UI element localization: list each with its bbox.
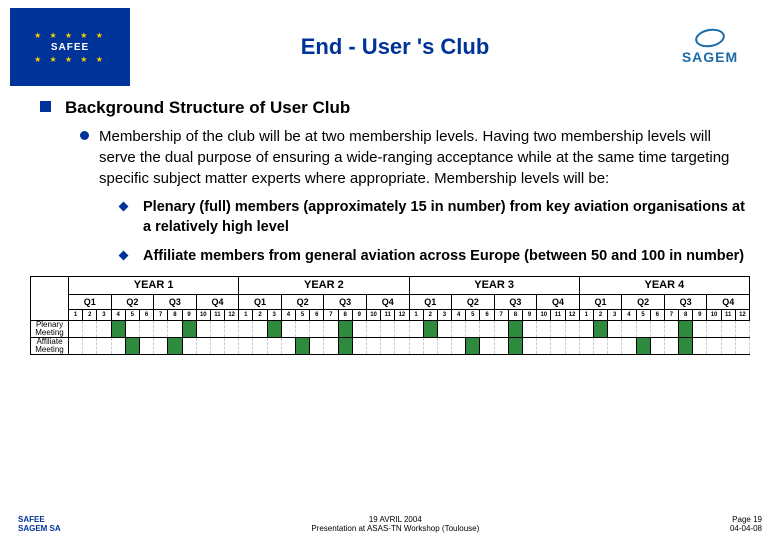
footer-left: SAFEE SAGEM SA <box>18 516 61 534</box>
footer-left-b: SAGEM SA <box>18 525 61 534</box>
sub-bullet-b-text: Affiliate members from general aviation … <box>143 246 744 266</box>
circle-bullet-icon <box>80 131 89 140</box>
sagem-logo: SAGEM <box>660 22 760 72</box>
logo-right-text: SAGEM <box>682 49 738 65</box>
gantt-chart: YEAR 1YEAR 2YEAR 3YEAR 4 Q1Q2Q3Q4Q1Q2Q3Q… <box>30 276 750 355</box>
ring-icon <box>694 27 727 50</box>
footer-center: 19 AVRIL 2004 Presentation at ASAS-TN Wo… <box>311 516 479 534</box>
footer: SAFEE SAGEM SA 19 AVRIL 2004 Presentatio… <box>0 516 780 534</box>
square-bullet-icon <box>40 101 51 112</box>
footer-center-b: Presentation at ASAS-TN Workshop (Toulou… <box>311 525 479 534</box>
body-text: Membership of the club will be at two me… <box>80 126 750 189</box>
footer-right-b: 04-04-08 <box>730 525 762 534</box>
month-row: 1234567891011121234567891011121234567891… <box>31 309 750 320</box>
year-row: YEAR 1YEAR 2YEAR 3YEAR 4 <box>31 276 750 294</box>
logo-left-text: SAFEE <box>51 42 89 53</box>
heading-2-text: Background Structure of User Club <box>65 98 350 118</box>
eu-safee-logo: ★ ★ ★ ★ ★ SAFEE ★ ★ ★ ★ ★ <box>10 8 130 86</box>
content: Background Structure of User Club Member… <box>0 98 780 266</box>
affiliate-row: AffiliateMeeting <box>31 337 750 354</box>
sub-bullet-b: Affiliate members from general aviation … <box>120 246 750 266</box>
sub-bullet-a-text: Plenary (full) members (approximately 15… <box>143 197 750 238</box>
body-text-content: Membership of the club will be at two me… <box>99 126 750 189</box>
slide-title: End - User 's Club <box>130 34 660 60</box>
diamond-bullet-icon <box>119 250 129 260</box>
quarter-row: Q1Q2Q3Q4Q1Q2Q3Q4Q1Q2Q3Q4Q1Q2Q3Q4 <box>31 294 750 309</box>
stars-icon: ★ ★ ★ ★ ★ <box>34 55 106 64</box>
sub-bullet-a: Plenary (full) members (approximately 15… <box>120 197 750 238</box>
header: ★ ★ ★ ★ ★ SAFEE ★ ★ ★ ★ ★ End - User 's … <box>0 0 780 90</box>
heading-2: Background Structure of User Club <box>40 98 750 118</box>
footer-right: Page 19 04-04-08 <box>730 516 762 534</box>
plenary-row: PlenaryMeeting <box>31 320 750 337</box>
stars-icon: ★ ★ ★ ★ ★ <box>34 31 106 40</box>
diamond-bullet-icon <box>119 202 129 212</box>
